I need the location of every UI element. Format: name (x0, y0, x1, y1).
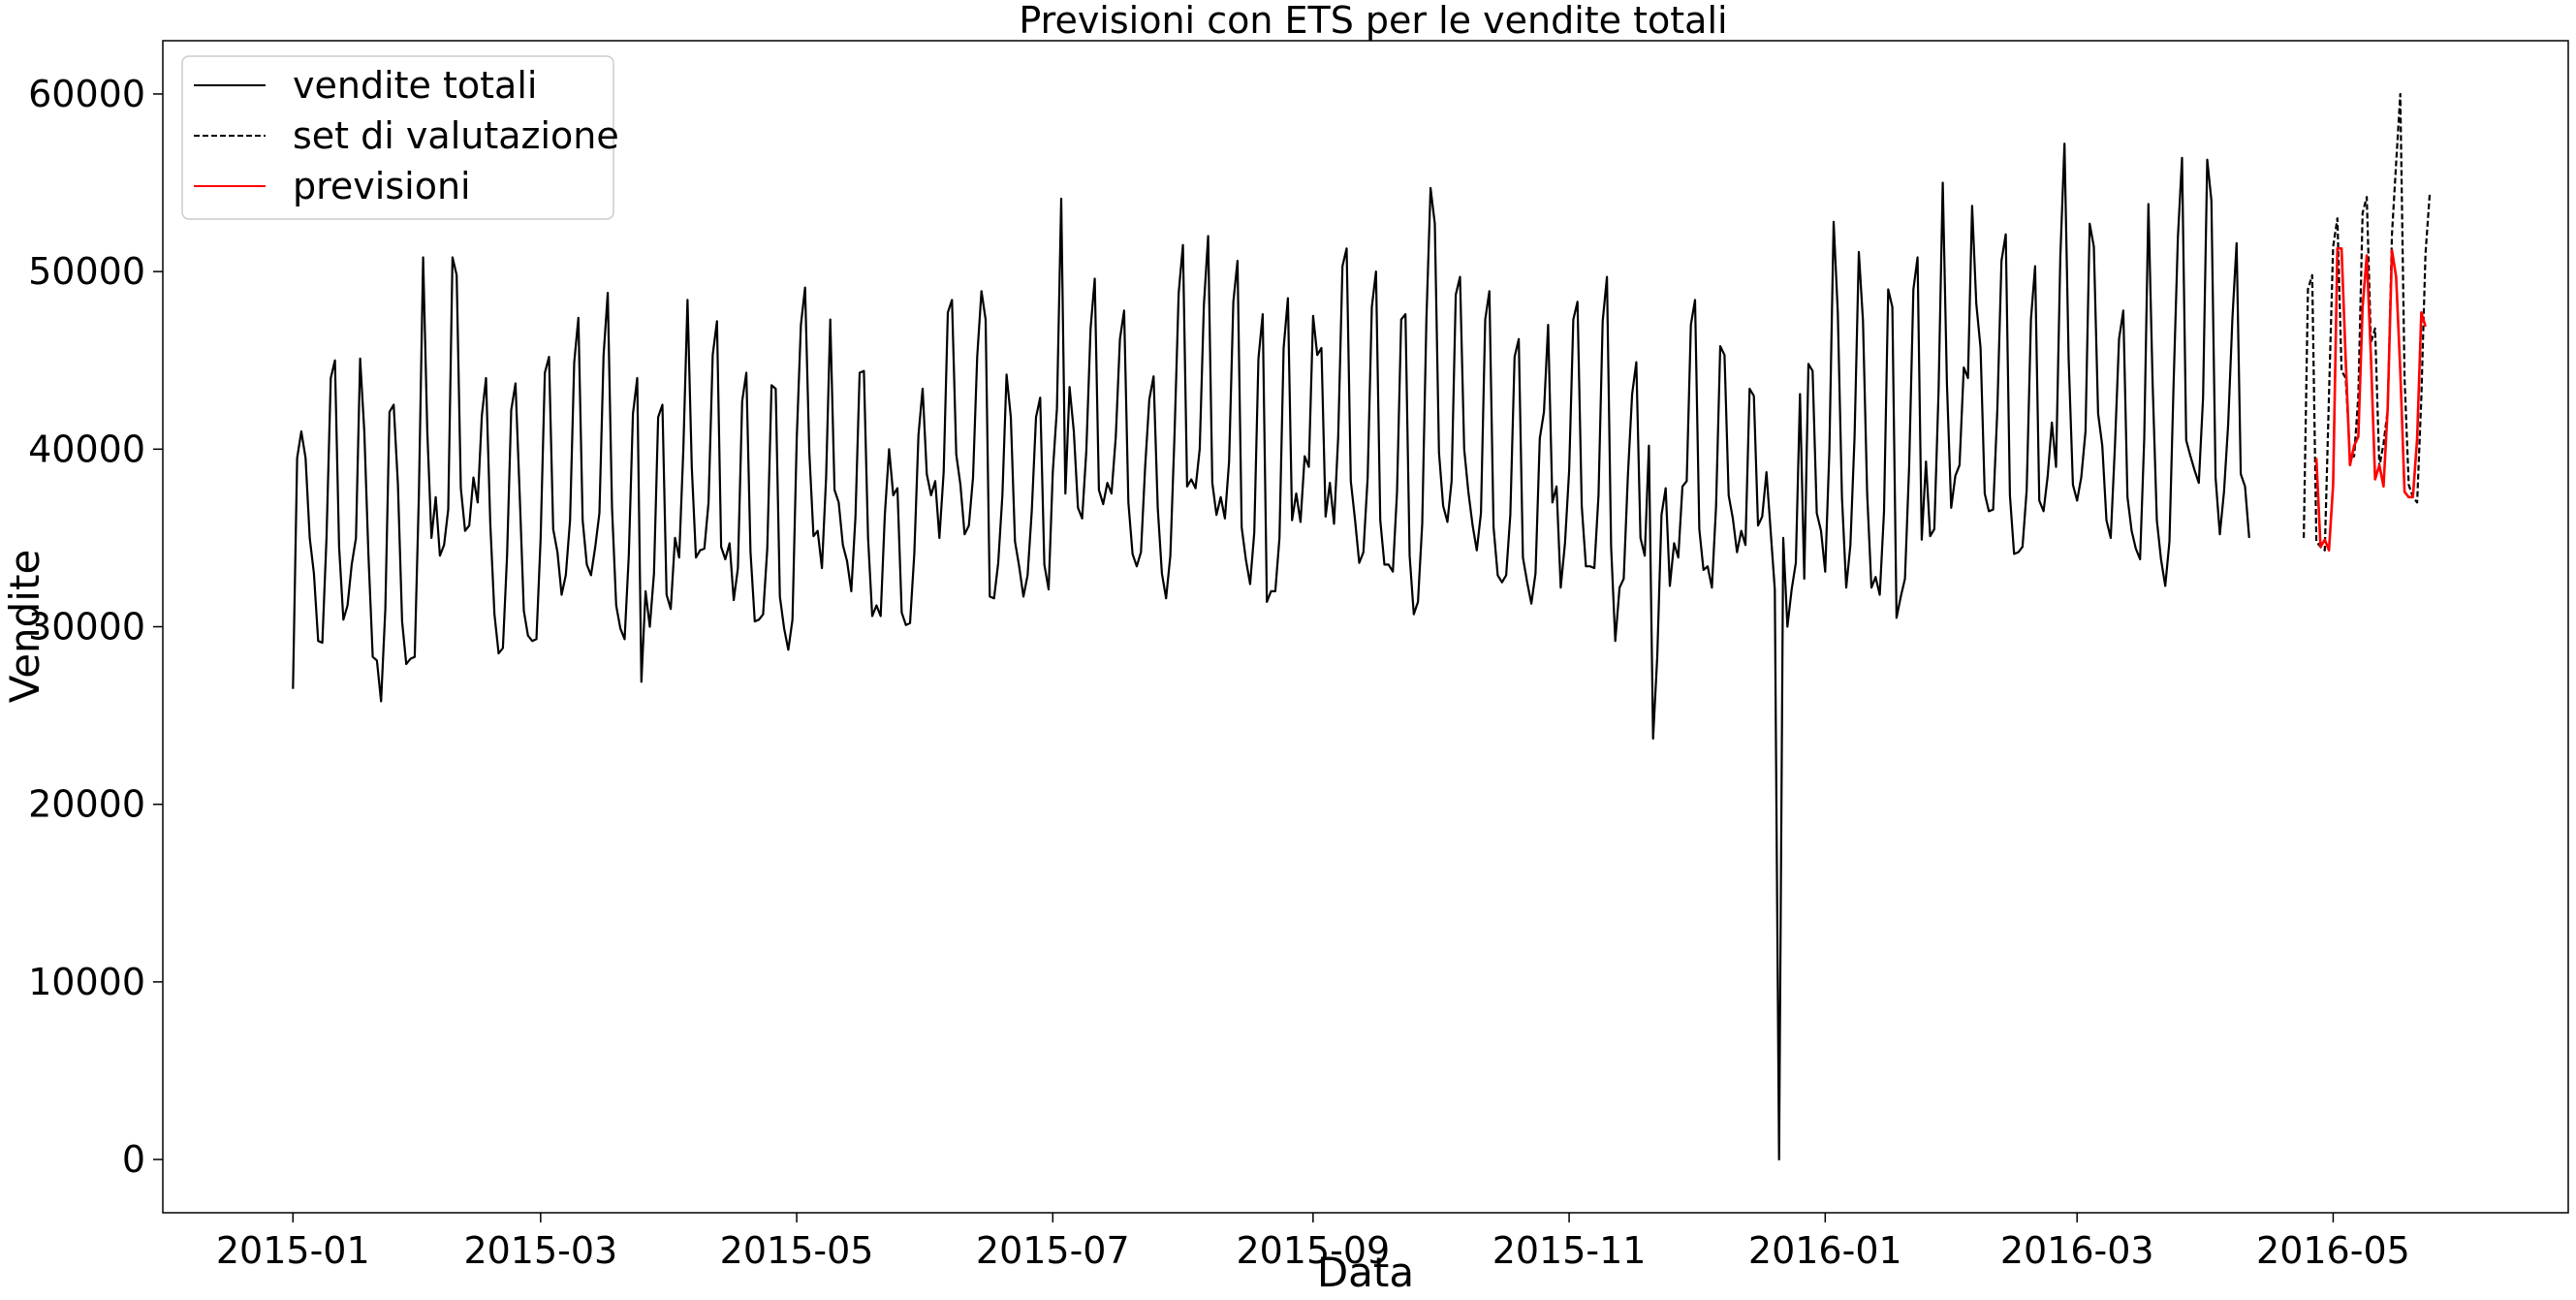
legend-label-set-di-valutazione: set di valutazione (293, 114, 619, 157)
x-tick-label: 2015-11 (1492, 1229, 1647, 1272)
y-tick-label: 40000 (28, 428, 145, 470)
legend-label-vendite-totali: vendite totali (293, 64, 537, 107)
x-tick-label: 2015-01 (216, 1229, 370, 1272)
x-tick-label: 2015-09 (1236, 1229, 1390, 1272)
series-line-vendite-totali (292, 143, 2250, 1161)
y-axis-title: Vendite (1, 550, 48, 704)
legend-box (181, 55, 614, 220)
chart-title: Previsioni con ETS per le vendite totali (1019, 0, 1727, 42)
series-line-set-di-valutazione (2303, 92, 2432, 552)
x-tick-label: 2016-05 (2256, 1229, 2410, 1272)
legend: vendite totali set di valutazione previs… (181, 55, 619, 220)
x-tick-label: 2015-05 (720, 1229, 874, 1272)
x-tick-label: 2016-01 (1748, 1229, 1902, 1272)
series-line-previsioni (2314, 246, 2427, 553)
legend-label-previsioni: previsioni (293, 165, 471, 207)
x-tick-label: 2015-03 (463, 1229, 617, 1272)
x-axis-title: Data (1317, 1249, 1414, 1296)
y-tick-label: 0 (122, 1138, 145, 1181)
y-tick-label: 60000 (28, 73, 145, 115)
y-tick-label: 10000 (28, 961, 145, 1003)
y-tick-label: 20000 (28, 783, 145, 826)
y-tick-label: 30000 (28, 606, 145, 649)
x-axis: 2015-01 2015-03 2015-05 2015-07 2015-09 2015-… (216, 1213, 2410, 1272)
x-tick-label: 2015-07 (976, 1229, 1130, 1272)
x-tick-label: 2016-03 (2000, 1229, 2154, 1272)
y-axis: 0 10000 20000 30000 40000 50000 60000 (28, 73, 163, 1181)
y-tick-label: 50000 (28, 250, 145, 293)
series-layer (292, 92, 2432, 1161)
